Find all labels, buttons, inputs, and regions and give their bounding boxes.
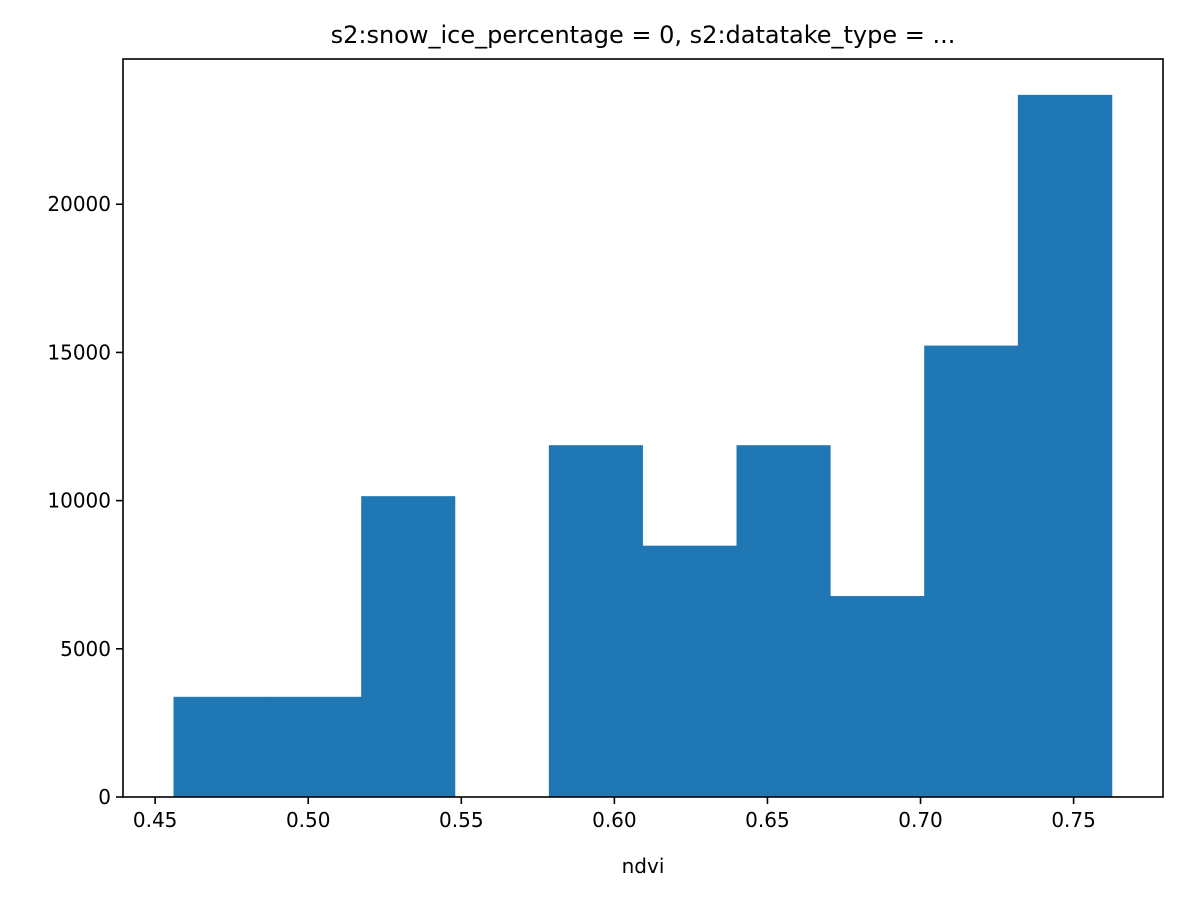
histogram-bar (1017, 94, 1113, 798)
y-tick-label: 0 (98, 785, 111, 809)
histogram-bar (173, 696, 268, 797)
x-tick-label: 0.65 (745, 808, 790, 832)
x-tick-label: 0.50 (286, 808, 331, 832)
x-axis-ticks: 0.45 0.50 0.55 0.60 0.65 0.70 0.75 (133, 797, 1096, 832)
histogram-bar (736, 445, 831, 797)
y-tick-label: 5000 (60, 637, 111, 661)
histogram-bars (173, 94, 1113, 798)
histogram-bar (830, 596, 925, 797)
plot-frame (122, 58, 1164, 798)
histogram-bar (924, 345, 1019, 797)
y-tick-label: 10000 (47, 489, 111, 513)
x-tick-label: 0.70 (898, 808, 943, 832)
chart-title: s2:snow_ice_percentage = 0, s2:datatake_… (331, 21, 956, 49)
x-tick-label: 0.45 (133, 808, 178, 832)
y-axis-ticks: 0 5000 10000 15000 20000 (47, 192, 123, 809)
histogram-bar (361, 496, 456, 797)
histogram-bar (267, 696, 362, 797)
y-tick-label: 20000 (47, 192, 111, 216)
histogram-bar (548, 445, 643, 797)
x-axis-label: ndvi (622, 854, 665, 878)
y-tick-label: 15000 (47, 340, 111, 364)
x-tick-label: 0.55 (439, 808, 484, 832)
x-tick-label: 0.60 (592, 808, 637, 832)
histogram-bar (642, 545, 737, 797)
x-tick-label: 0.75 (1051, 808, 1096, 832)
